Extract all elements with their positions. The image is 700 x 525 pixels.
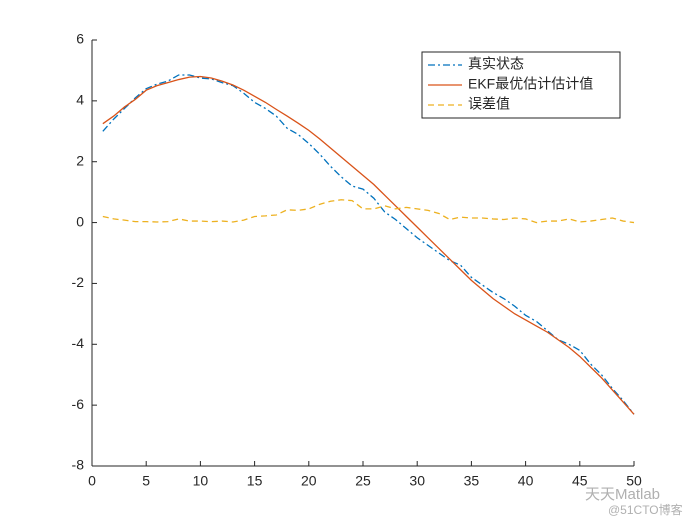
series-line <box>102 199 635 224</box>
legend-label: 真实状态 <box>468 56 524 72</box>
legend-label: EKF最优估计估计值 <box>468 76 593 92</box>
x-tick-label: 10 <box>193 473 209 489</box>
y-tick-label: -4 <box>72 335 85 351</box>
y-tick-label: 4 <box>76 92 84 108</box>
x-tick-label: 20 <box>301 473 317 489</box>
x-tick-label: 40 <box>518 473 534 489</box>
y-tick-label: -6 <box>72 396 85 412</box>
y-tick-label: 0 <box>76 213 84 229</box>
y-tick-label: 2 <box>76 152 84 168</box>
watermark: 天天Matlab <box>585 486 660 503</box>
y-tick-label: -8 <box>72 457 85 473</box>
x-tick-label: 25 <box>355 473 371 489</box>
x-tick-label: 30 <box>409 473 425 489</box>
x-tick-label: 15 <box>247 473 263 489</box>
series-line <box>102 75 635 415</box>
y-tick-label: 6 <box>76 31 84 47</box>
x-tick-label: 35 <box>464 473 480 489</box>
series-line <box>102 74 635 415</box>
watermark: @51CTO博客 <box>608 502 683 517</box>
x-tick-label: 5 <box>142 473 150 489</box>
x-tick-label: 50 <box>626 473 642 489</box>
legend-label: 误差值 <box>468 96 510 112</box>
y-tick-label: -2 <box>72 274 85 290</box>
x-tick-label: 45 <box>572 473 588 489</box>
x-tick-label: 0 <box>88 473 96 489</box>
